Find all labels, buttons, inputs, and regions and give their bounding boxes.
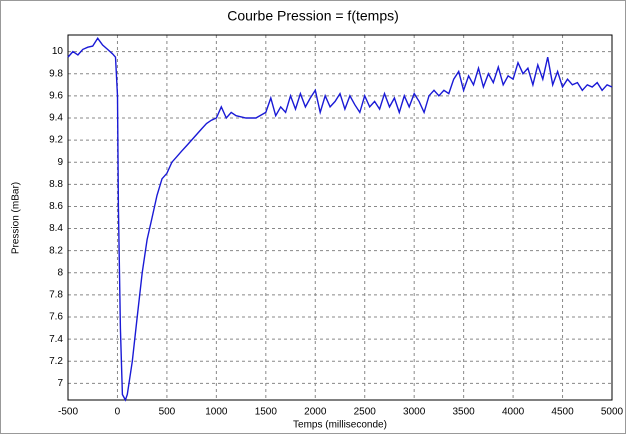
chart-title: Courbe Pression = f(temps) [227, 8, 399, 24]
y-tick-label: 8.2 [49, 245, 63, 256]
y-tick-label: 9.6 [49, 90, 63, 101]
y-tick-label: 9.2 [49, 135, 63, 146]
y-tick-label: 9 [57, 157, 63, 168]
y-tick-label: 8.6 [49, 201, 63, 212]
y-tick-label: 7.2 [49, 356, 63, 367]
x-tick-label: 0 [115, 407, 121, 418]
y-tick-label: 8 [57, 267, 63, 278]
y-tick-label: 7.8 [49, 290, 63, 301]
x-tick-label: 5000 [601, 407, 624, 418]
x-tick-label: 500 [159, 407, 176, 418]
x-tick-label: 2000 [304, 407, 327, 418]
y-tick-label: 9.4 [49, 113, 63, 124]
y-tick-label: 7.6 [49, 312, 63, 323]
x-tick-label: 4000 [502, 407, 525, 418]
x-tick-label: 3500 [453, 407, 476, 418]
x-tick-label: 1500 [255, 407, 278, 418]
y-tick-label: 8.8 [49, 179, 63, 190]
x-tick-label: 2500 [354, 407, 377, 418]
y-tick-label: 10 [52, 46, 64, 57]
x-tick-label: 4500 [551, 407, 574, 418]
x-tick-label: 3000 [403, 407, 426, 418]
x-tick-label: 1000 [205, 407, 228, 418]
y-tick-label: 8.4 [49, 223, 63, 234]
y-axis-label: Pression (mBar) [11, 182, 22, 254]
y-tick-label: 9.8 [49, 68, 63, 79]
data-line [67, 37, 613, 402]
x-axis-label: Temps (milliseconde) [293, 420, 387, 431]
y-tick-label: 7.4 [49, 334, 63, 345]
y-tick-label: 7 [57, 378, 63, 389]
x-tick-label: -500 [58, 407, 78, 418]
plot-area [67, 34, 613, 401]
